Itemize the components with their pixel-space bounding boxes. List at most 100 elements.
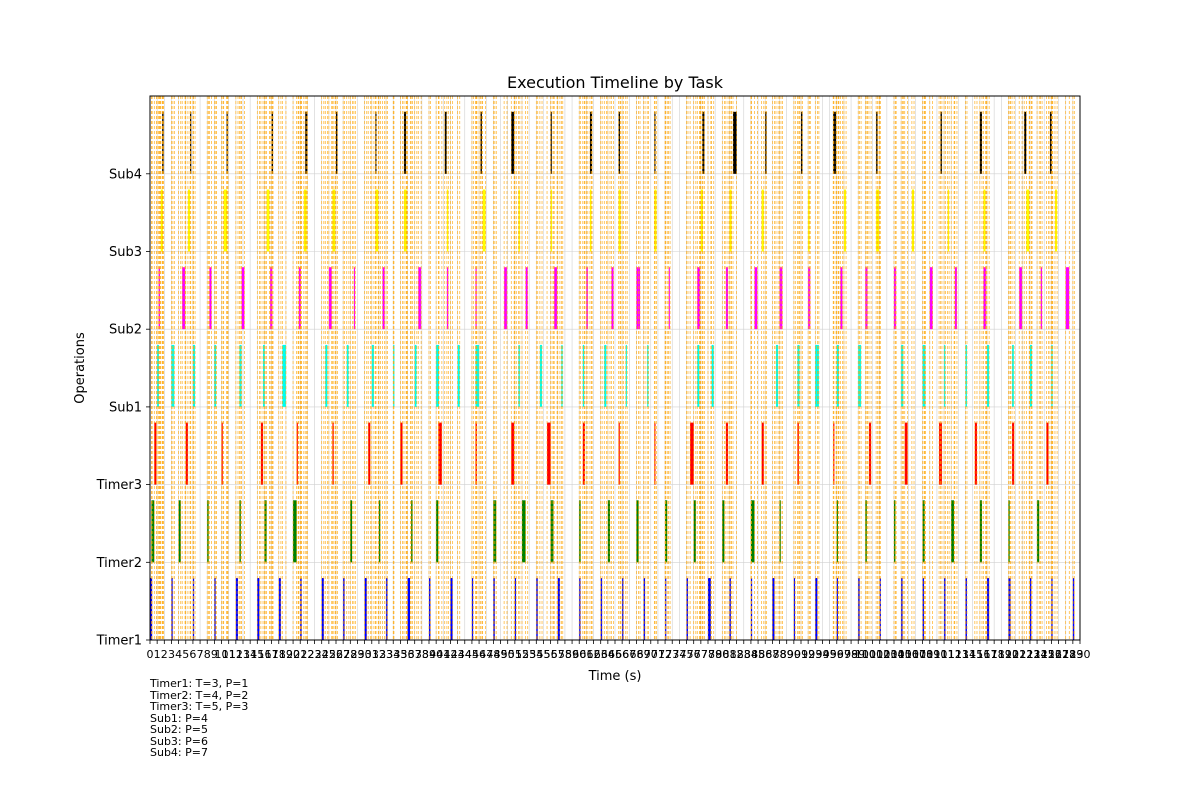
lane-sub3-bar bbox=[375, 189, 379, 252]
lane-timer3-bar bbox=[797, 422, 799, 485]
lane-timer2-bar bbox=[894, 500, 896, 563]
lane-timer1-bar bbox=[235, 578, 238, 640]
x-tick-label: 29 bbox=[350, 648, 364, 661]
x-tick-label: 65 bbox=[608, 648, 622, 661]
lane-sub3-bar bbox=[1026, 189, 1030, 252]
y-axis-label: Operations bbox=[73, 332, 88, 404]
lane-timer2-bar bbox=[865, 500, 867, 563]
x-tick-label: 51 bbox=[508, 648, 522, 661]
x-tick-label: 105 bbox=[891, 648, 912, 661]
lane-timer1-bar bbox=[1072, 578, 1075, 640]
lane-sub1-bar bbox=[858, 344, 862, 407]
lane-sub3-bar bbox=[911, 189, 915, 252]
lane-sub4-bar bbox=[589, 111, 593, 174]
lane-timer2-bar bbox=[922, 500, 925, 563]
lane-sub1-bar bbox=[263, 344, 265, 407]
lane-timer3-bar bbox=[618, 422, 620, 485]
y-tick-label: Timer2 bbox=[96, 556, 142, 571]
x-tick-label: 116 bbox=[969, 648, 990, 661]
x-tick-label: 123 bbox=[1019, 648, 1040, 661]
x-tick-label: 70 bbox=[644, 648, 658, 661]
y-tick-label: Sub1 bbox=[109, 400, 142, 415]
lane-timer3-bar bbox=[690, 422, 694, 485]
lane-sub1-bar bbox=[647, 344, 649, 407]
lane-timer1-bar bbox=[343, 578, 345, 640]
event-markers bbox=[149, 96, 1075, 640]
x-tick-label: 25 bbox=[322, 648, 336, 661]
x-tick-label: 35 bbox=[393, 648, 407, 661]
lane-sub3-bar bbox=[332, 189, 336, 252]
lane-sub1-bar bbox=[346, 344, 349, 407]
lane-sub3-bar bbox=[876, 189, 879, 252]
x-tick-label: 7 bbox=[197, 648, 204, 661]
x-tick-label: 34 bbox=[386, 648, 400, 661]
x-tick-label: 40 bbox=[429, 648, 443, 661]
x-tick-label: 17 bbox=[265, 648, 279, 661]
x-tick-label: 85 bbox=[751, 648, 765, 661]
lane-sub3-bar bbox=[843, 189, 847, 252]
task-parameter-line: Timer2: T=4, P=2 bbox=[150, 688, 249, 702]
x-tick-label: 84 bbox=[744, 648, 758, 661]
lane-timer3-bar bbox=[1046, 422, 1049, 485]
lane-sub4-bar bbox=[511, 111, 515, 174]
x-tick-label: 58 bbox=[558, 648, 572, 661]
x-tick-label: 52 bbox=[515, 648, 529, 661]
lane-sub3-bar bbox=[654, 189, 657, 252]
lane-sub2-bar bbox=[1040, 267, 1043, 330]
task-parameter-line: Sub2: P=5 bbox=[150, 723, 208, 736]
lane-timer1-bar bbox=[922, 578, 925, 640]
lane-timer1-bar bbox=[386, 578, 388, 640]
x-tick-label: 41 bbox=[436, 648, 450, 661]
lane-timer1-bar bbox=[450, 578, 453, 640]
x-tick-label: 124 bbox=[1027, 648, 1048, 661]
x-tick-label: 0 bbox=[147, 648, 154, 661]
lane-sub4-bar bbox=[833, 111, 837, 174]
lane-timer2-bar bbox=[293, 500, 297, 563]
x-tick-label: 86 bbox=[758, 648, 772, 661]
lane-sub2-bar bbox=[328, 267, 332, 330]
lane-sub2-bar bbox=[298, 267, 301, 330]
x-tick-label: 81 bbox=[722, 648, 736, 661]
lane-sub2-bar bbox=[668, 267, 670, 330]
lane-timer1-bar bbox=[1029, 578, 1032, 640]
lane-sub3-bar bbox=[482, 189, 486, 252]
lane-sub4-bar bbox=[876, 111, 878, 174]
x-tick-label: 10 bbox=[215, 648, 229, 661]
x-tick-label: 118 bbox=[984, 648, 1005, 661]
lane-sub2-bar bbox=[353, 267, 356, 330]
lane-timer2-bar bbox=[1008, 500, 1010, 563]
x-tick-label: 83 bbox=[737, 648, 751, 661]
x-tick-label: 110 bbox=[926, 648, 947, 661]
x-tick-label: 15 bbox=[250, 648, 264, 661]
x-tick-label: 72 bbox=[658, 648, 672, 661]
lane-sub1-bar bbox=[815, 344, 819, 407]
lane-sub4-bar bbox=[480, 111, 482, 174]
x-tick-label: 125 bbox=[1034, 648, 1055, 661]
x-tick-label: 11 bbox=[222, 648, 236, 661]
lane-sub4-bar bbox=[618, 111, 621, 174]
x-tick-label: 97 bbox=[837, 648, 851, 661]
lane-timer3-bar bbox=[974, 422, 977, 485]
lane-timer3-bar bbox=[185, 422, 188, 485]
lane-timer3-bar bbox=[725, 422, 729, 485]
x-tick-label: 99 bbox=[851, 648, 865, 661]
lane-sub1-bar bbox=[171, 344, 175, 407]
lane-sub1-bar bbox=[987, 344, 990, 407]
lane-sub2-bar bbox=[504, 267, 507, 330]
x-tick-label: 22 bbox=[300, 648, 314, 661]
lane-timer3-bar bbox=[296, 422, 298, 485]
lane-sub3-bar bbox=[947, 189, 950, 252]
lane-sub1-bar bbox=[239, 344, 242, 407]
lane-sub2-bar bbox=[446, 267, 449, 330]
lane-timer1-bar bbox=[815, 578, 818, 640]
lane-timer1-bar bbox=[686, 578, 688, 640]
x-tick-label: 26 bbox=[329, 648, 343, 661]
task-parameter-line: Timer3: T=5, P=3 bbox=[150, 700, 249, 713]
lane-timer1-bar bbox=[257, 578, 260, 640]
x-tick-label: 127 bbox=[1048, 648, 1069, 661]
lane-timer3-bar bbox=[438, 422, 442, 485]
lane-sub3-bar bbox=[729, 189, 732, 252]
lane-timer2-bar bbox=[239, 500, 241, 563]
lane-sub1-bar bbox=[944, 344, 946, 407]
